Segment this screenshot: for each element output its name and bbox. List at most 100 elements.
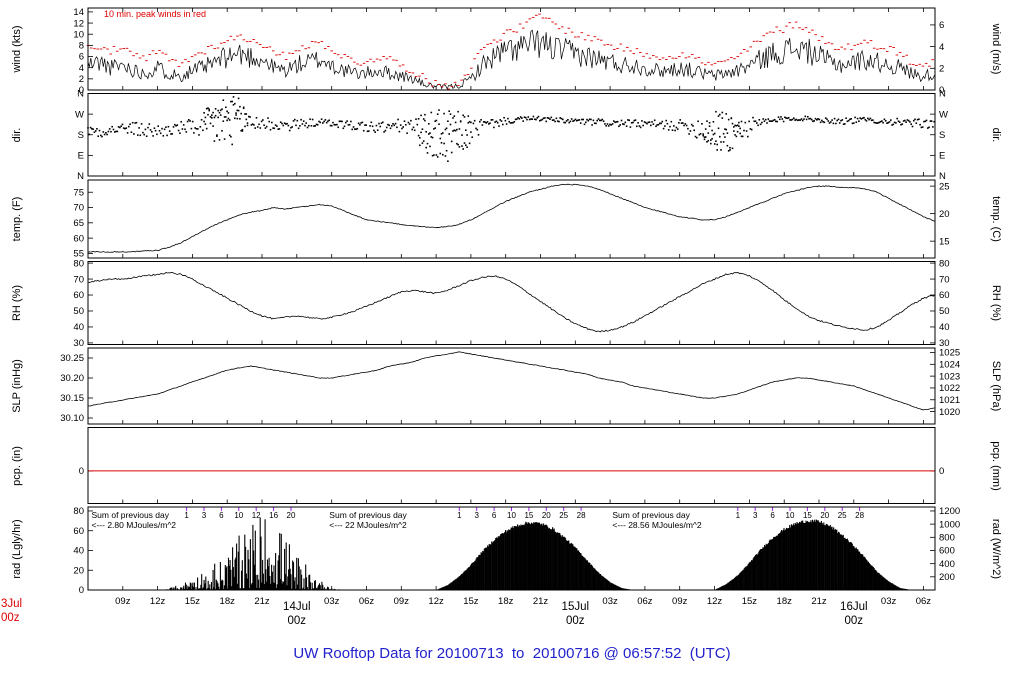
svg-text:70: 70	[73, 274, 84, 285]
svg-text:600: 600	[939, 546, 955, 557]
svg-text:28: 28	[577, 511, 586, 520]
svg-text:20: 20	[542, 511, 551, 520]
rh-x-ticks	[87, 340, 924, 345]
svg-text:1023: 1023	[939, 371, 960, 382]
svg-text:70: 70	[73, 203, 84, 214]
svg-text:12: 12	[73, 18, 84, 29]
svg-text:15Jul: 15Jul	[562, 601, 590, 613]
svg-text:3: 3	[474, 511, 479, 520]
svg-text:800: 800	[939, 533, 955, 544]
svg-text:Sum of previous day: Sum of previous day	[329, 510, 407, 520]
svg-text:4: 4	[939, 42, 944, 53]
svg-text:1022: 1022	[939, 383, 960, 394]
svg-text:N: N	[77, 171, 84, 182]
svg-text:15z: 15z	[185, 596, 201, 607]
svg-text:2: 2	[939, 64, 944, 75]
svg-text:S: S	[78, 130, 84, 141]
svg-text:20: 20	[73, 565, 84, 576]
svg-text:55: 55	[73, 249, 84, 260]
svg-text:30.15: 30.15	[60, 393, 84, 404]
svg-text:28: 28	[855, 511, 864, 520]
rh-left-ticks: 30 40 50 60 70 80	[73, 258, 93, 349]
rh-panel-border	[87, 261, 936, 345]
svg-text:00z: 00z	[566, 615, 585, 627]
svg-text:15: 15	[803, 511, 812, 520]
svg-text:25: 25	[838, 511, 847, 520]
svg-text:20: 20	[939, 209, 950, 220]
svg-text:2: 2	[79, 74, 84, 85]
svg-text:E: E	[939, 151, 945, 162]
svg-text:N: N	[77, 89, 84, 100]
svg-text:12z: 12z	[707, 596, 723, 607]
svg-text:25: 25	[559, 511, 568, 520]
left-clipped-date-line1: 3Jul	[1, 598, 23, 610]
svg-text:25: 25	[939, 181, 950, 192]
svg-text:0: 0	[939, 466, 944, 477]
left-clipped-date: 3Jul 00z	[1, 597, 22, 625]
svg-text:80: 80	[73, 506, 84, 517]
svg-text:15: 15	[939, 236, 950, 247]
svg-text:0: 0	[79, 585, 84, 596]
svg-text:06z: 06z	[637, 596, 653, 607]
svg-text:18z: 18z	[777, 596, 793, 607]
svg-text:12z: 12z	[428, 596, 444, 607]
peak-wind-note: 10 min. peak winds in red	[104, 9, 207, 19]
wind-speed-series	[87, 29, 935, 90]
temp-x-ticks	[87, 254, 924, 258]
pcp-x-ticks	[87, 499, 924, 504]
slp-series	[87, 351, 935, 411]
svg-text:12z: 12z	[150, 596, 166, 607]
svg-text:40: 40	[73, 546, 84, 557]
svg-text:1: 1	[736, 511, 741, 520]
pcp-left-ticks: 0	[79, 466, 93, 477]
svg-text:<--- 2.80 MJoules/m^2: <--- 2.80 MJoules/m^2	[92, 520, 177, 530]
svg-text:15z: 15z	[463, 596, 479, 607]
svg-text:1200: 1200	[939, 506, 960, 517]
svg-text:21z: 21z	[533, 596, 549, 607]
meteogram-chart: 024681012140246NESWNNESWN556065707515202…	[60, 7, 960, 627]
svg-text:18z: 18z	[220, 596, 236, 607]
slp-x-ticks	[87, 420, 924, 424]
svg-text:30.10: 30.10	[60, 413, 84, 424]
svg-text:6: 6	[219, 511, 224, 520]
svg-text:W: W	[75, 109, 84, 120]
pcp-right-ticks: 0	[930, 466, 944, 477]
svg-text:14: 14	[73, 7, 84, 18]
svg-text:10: 10	[786, 511, 795, 520]
svg-text:03z: 03z	[324, 596, 340, 607]
rad-right-ticks: 200 400 600 800 1000 1200	[930, 506, 960, 583]
left-clipped-date-line2: 00z	[1, 612, 20, 624]
svg-text:16: 16	[269, 511, 278, 520]
svg-text:0: 0	[79, 85, 84, 96]
rad-cumulative-ticks: 1 3 6 10 12 16 20 1 3 6 10 15 20 25 28 1 3 6 10 15 20 25 28	[184, 507, 865, 520]
dir-x-ticks	[87, 172, 924, 176]
svg-text:75: 75	[73, 187, 84, 198]
svg-text:S: S	[939, 130, 945, 141]
svg-text:<--- 28.56 MJoules/m^2: <--- 28.56 MJoules/m^2	[612, 520, 702, 530]
dir-panel-border	[87, 93, 936, 177]
slp-panel-border	[87, 347, 936, 425]
svg-text:3: 3	[202, 511, 207, 520]
svg-text:00z: 00z	[845, 615, 864, 627]
svg-text:1021: 1021	[939, 395, 960, 406]
svg-text:6: 6	[939, 20, 944, 31]
svg-text:30: 30	[939, 338, 950, 349]
rad-panel-border	[87, 506, 936, 591]
svg-text:60: 60	[73, 526, 84, 537]
svg-text:18z: 18z	[498, 596, 514, 607]
chart-title: UW Rooftop Data for 20100713 to 20100716…	[293, 645, 731, 662]
svg-text:6: 6	[770, 511, 775, 520]
svg-text:70: 70	[939, 274, 950, 285]
svg-text:20: 20	[820, 511, 829, 520]
svg-text:60: 60	[73, 290, 84, 301]
svg-text:40: 40	[939, 322, 950, 333]
svg-text:1: 1	[457, 511, 462, 520]
svg-text:03z: 03z	[881, 596, 897, 607]
